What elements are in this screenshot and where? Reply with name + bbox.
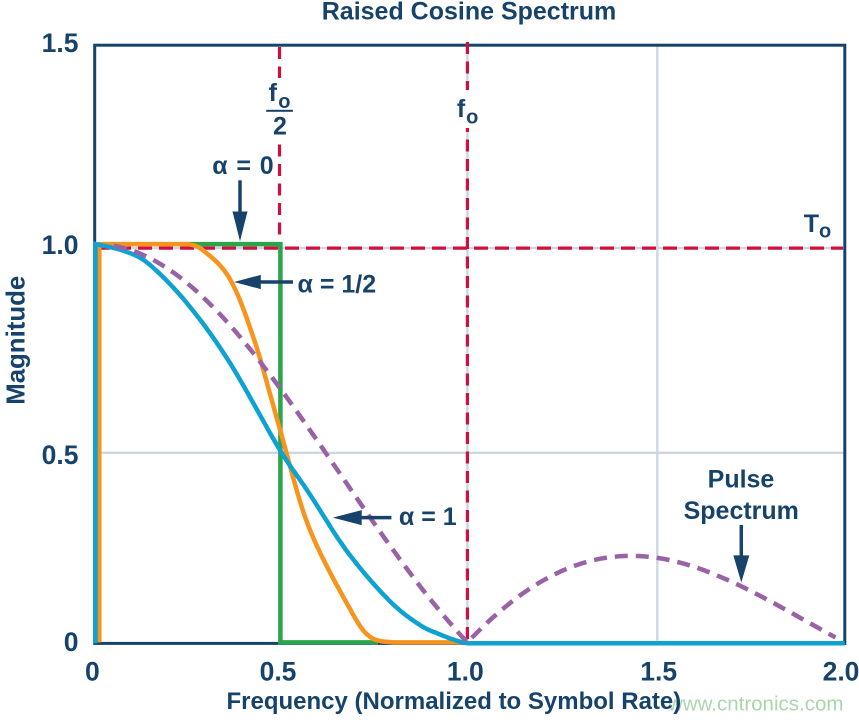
svg-text:f: f: [269, 79, 278, 107]
svg-text:2: 2: [273, 113, 287, 141]
svg-text:2.0: 2.0: [823, 657, 859, 687]
svg-text:1.5: 1.5: [42, 28, 79, 58]
svg-text:o: o: [466, 106, 478, 128]
svg-text:Magnitude: Magnitude: [3, 276, 31, 405]
svg-text:T: T: [804, 210, 819, 238]
svg-text:α = 1/2: α = 1/2: [298, 271, 377, 299]
svg-text:o: o: [278, 91, 290, 113]
svg-text:α = 0: α = 0: [212, 152, 274, 180]
svg-text:0: 0: [64, 627, 79, 657]
svg-text:o: o: [819, 220, 831, 242]
svg-text:1.5: 1.5: [640, 657, 677, 687]
svg-text:Pulse: Pulse: [708, 466, 775, 494]
svg-text:1.0: 1.0: [42, 230, 79, 260]
svg-text:1.0: 1.0: [447, 657, 484, 687]
svg-text:f: f: [457, 95, 466, 123]
svg-text:α = 1: α = 1: [399, 503, 457, 531]
svg-text:Spectrum: Spectrum: [684, 497, 799, 525]
svg-text:Frequency (Normalized to Symbo: Frequency (Normalized to Symbol Rate): [227, 688, 682, 715]
svg-text:Raised Cosine Spectrum: Raised Cosine Spectrum: [322, 0, 617, 26]
svg-text:0: 0: [85, 657, 100, 687]
svg-text:www.cntronics.com: www.cntronics.com: [667, 693, 843, 716]
svg-text:0.5: 0.5: [42, 440, 79, 470]
svg-text:0.5: 0.5: [260, 657, 297, 687]
